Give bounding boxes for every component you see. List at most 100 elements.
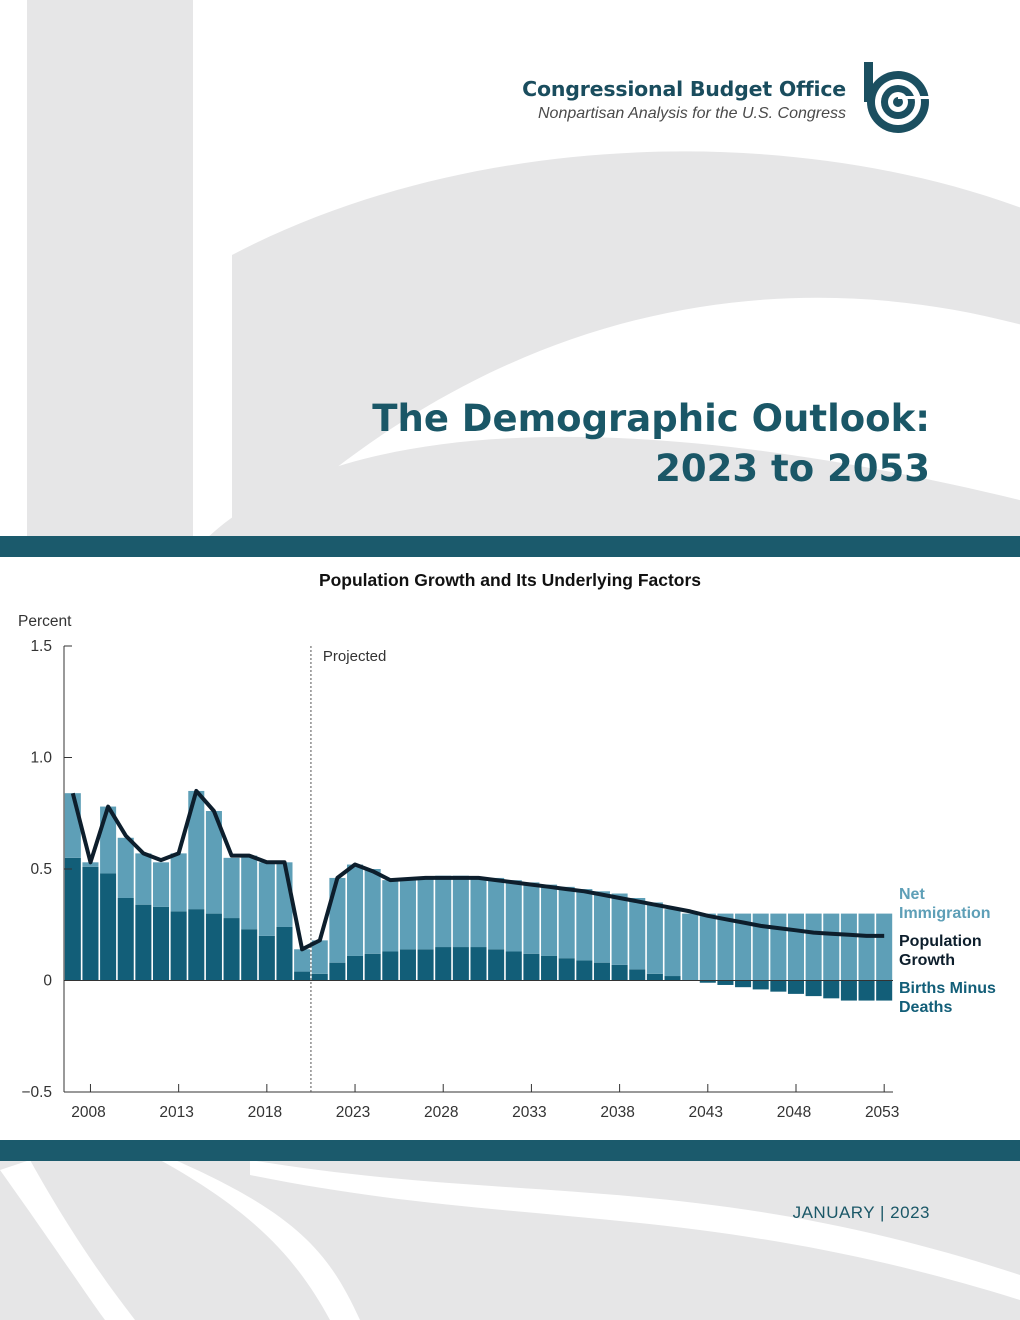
chart-title: Population Growth and Its Underlying Fac… bbox=[318, 570, 702, 590]
cbo-logo-icon bbox=[864, 62, 932, 133]
y-tick-label: 0.5 bbox=[30, 861, 52, 878]
bar-net-immigration bbox=[417, 877, 434, 950]
bar-net-immigration bbox=[787, 913, 805, 981]
bar-births-minus-deaths bbox=[876, 980, 893, 1001]
bar-net-immigration bbox=[646, 902, 663, 974]
bar-net-immigration bbox=[135, 853, 152, 905]
bar-net-immigration bbox=[399, 877, 416, 950]
x-tick-label: 2043 bbox=[689, 1104, 723, 1121]
bar-net-immigration bbox=[364, 869, 381, 954]
bar-births-minus-deaths bbox=[152, 906, 170, 981]
legend-births-minus-deaths: Deaths bbox=[899, 999, 952, 1016]
bar-net-immigration bbox=[505, 880, 522, 952]
bar-births-minus-deaths bbox=[329, 962, 346, 981]
bar-births-minus-deaths bbox=[364, 953, 381, 981]
y-axis-label: Percent bbox=[18, 613, 72, 630]
bar-net-immigration bbox=[452, 875, 469, 948]
projected-label: Projected bbox=[323, 648, 386, 665]
x-tick-label: 2008 bbox=[71, 1104, 105, 1121]
y-tick-label: 0 bbox=[43, 973, 52, 990]
header: Congressional Budget Office Nonpartisan … bbox=[522, 77, 846, 123]
bar-births-minus-deaths bbox=[505, 951, 522, 981]
bar-births-minus-deaths bbox=[840, 980, 857, 1001]
chart-panel: Population Growth and Its Underlying Fac… bbox=[0, 557, 1020, 1140]
bar-births-minus-deaths bbox=[205, 913, 222, 981]
bar-births-minus-deaths bbox=[347, 955, 364, 981]
bar-births-minus-deaths bbox=[399, 949, 416, 981]
x-tick-label: 2048 bbox=[777, 1104, 811, 1121]
bar-births-minus-deaths bbox=[452, 947, 469, 981]
document-title: The Demographic Outlook: 2023 to 2053 bbox=[372, 394, 930, 494]
y-tick-label: 1.0 bbox=[30, 750, 52, 767]
bar-births-minus-deaths bbox=[593, 962, 610, 981]
bar-births-minus-deaths bbox=[188, 909, 205, 981]
bar-births-minus-deaths bbox=[488, 949, 505, 981]
bar-net-immigration bbox=[152, 862, 170, 907]
bar-births-minus-deaths bbox=[664, 976, 681, 981]
legend-net-immigration: Immigration bbox=[899, 905, 991, 922]
y-tick-label: −0.5 bbox=[21, 1084, 52, 1101]
bar-net-immigration bbox=[664, 909, 681, 977]
bar-births-minus-deaths bbox=[523, 953, 540, 981]
bar-net-immigration bbox=[205, 811, 222, 914]
bar-net-immigration bbox=[576, 889, 593, 961]
bar-births-minus-deaths bbox=[611, 964, 628, 981]
bar-births-minus-deaths bbox=[82, 866, 99, 981]
bar-net-immigration bbox=[311, 940, 328, 974]
bar-births-minus-deaths bbox=[629, 969, 646, 981]
bar-births-minus-deaths bbox=[717, 980, 734, 985]
bar-births-minus-deaths bbox=[135, 904, 152, 981]
bar-births-minus-deaths bbox=[223, 918, 240, 981]
org-tagline: Nonpartisan Analysis for the U.S. Congre… bbox=[538, 105, 846, 122]
bar-net-immigration bbox=[876, 913, 893, 981]
title-line-2: 2023 to 2053 bbox=[655, 447, 930, 490]
bar-births-minus-deaths bbox=[311, 973, 328, 981]
bar-births-minus-deaths bbox=[64, 857, 81, 981]
bar-births-minus-deaths bbox=[735, 980, 752, 988]
bar-births-minus-deaths bbox=[258, 935, 275, 981]
bar-net-immigration bbox=[735, 913, 752, 981]
bar-net-immigration bbox=[223, 857, 240, 919]
bar-net-immigration bbox=[347, 864, 364, 956]
title-line-1: The Demographic Outlook: bbox=[372, 397, 930, 440]
bar-births-minus-deaths bbox=[646, 973, 663, 981]
bar-births-minus-deaths bbox=[241, 929, 258, 981]
population-growth-chart: 1.5 1.0 0.5 0 −0.5 Percent 2008 2013 2018 2023 202… bbox=[18, 613, 996, 1121]
bar-net-immigration bbox=[382, 880, 399, 952]
bar-births-minus-deaths bbox=[382, 951, 399, 981]
x-tick-label: 2013 bbox=[159, 1104, 193, 1121]
bar-net-immigration bbox=[470, 877, 487, 948]
bar-net-immigration bbox=[241, 855, 258, 930]
bar-net-immigration bbox=[752, 913, 769, 981]
bar-net-immigration bbox=[488, 877, 505, 950]
y-tick-label: 1.5 bbox=[30, 638, 52, 655]
bar-net-immigration bbox=[858, 913, 875, 981]
bar-net-immigration bbox=[523, 882, 540, 954]
bar-births-minus-deaths bbox=[100, 873, 117, 981]
bar-net-immigration bbox=[82, 862, 99, 867]
legend-net-immigration: Net bbox=[899, 886, 925, 903]
bar-births-minus-deaths bbox=[576, 960, 593, 981]
bar-births-minus-deaths bbox=[823, 980, 840, 999]
x-tick-label: 2033 bbox=[512, 1104, 546, 1121]
x-tick-label: 2023 bbox=[336, 1104, 370, 1121]
bar-births-minus-deaths bbox=[858, 980, 875, 1001]
bar-net-immigration bbox=[593, 891, 610, 963]
bottom-divider-band bbox=[0, 1140, 1020, 1161]
x-tick-label: 2053 bbox=[865, 1104, 899, 1121]
bar-births-minus-deaths bbox=[276, 926, 293, 981]
bar-births-minus-deaths bbox=[470, 947, 487, 981]
bar-net-immigration bbox=[682, 913, 699, 981]
bar-net-immigration bbox=[558, 886, 575, 959]
bar-births-minus-deaths bbox=[699, 980, 716, 983]
bar-net-immigration bbox=[611, 893, 628, 965]
bar-net-immigration bbox=[770, 913, 787, 981]
top-divider-band bbox=[0, 536, 1020, 557]
x-tick-label: 2038 bbox=[600, 1104, 634, 1121]
bar-net-immigration bbox=[699, 913, 716, 981]
line-population-growth bbox=[70, 788, 885, 952]
bar-net-immigration bbox=[435, 875, 452, 948]
bar-births-minus-deaths bbox=[117, 897, 134, 981]
bar-births-minus-deaths bbox=[805, 980, 822, 997]
